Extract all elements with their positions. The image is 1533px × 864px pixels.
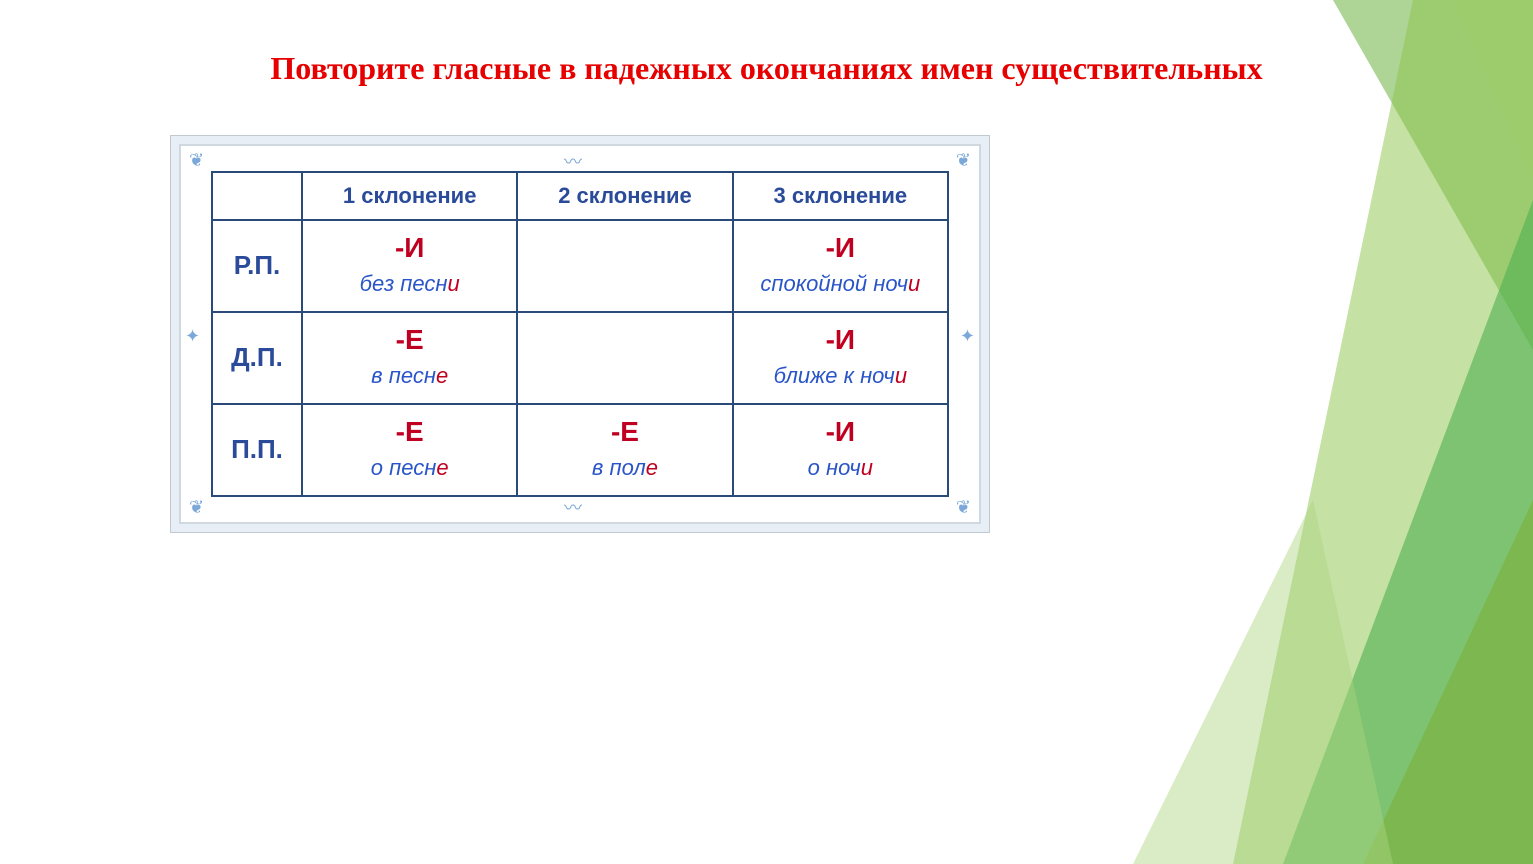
table-cell: -Е в песне bbox=[302, 312, 517, 404]
column-header: 1 склонение bbox=[302, 172, 517, 220]
row-header: П.П. bbox=[212, 404, 302, 496]
ornament-icon: 〰 bbox=[564, 148, 582, 174]
table-frame: ❦ ❦ ❦ ❦ ✦ ✦ 〰 〰 1 склонение 2 склонение … bbox=[170, 135, 990, 533]
ending-text: -Е bbox=[522, 415, 727, 449]
column-header: 2 склонение bbox=[517, 172, 732, 220]
ornament-icon: ❦ bbox=[956, 497, 971, 518]
ending-text: -И bbox=[738, 323, 943, 357]
table-cell bbox=[517, 220, 732, 312]
ending-text: -И bbox=[307, 231, 512, 265]
ornament-icon: ❦ bbox=[189, 497, 204, 518]
column-header: 3 склонение bbox=[733, 172, 948, 220]
row-header: Р.П. bbox=[212, 220, 302, 312]
ending-text: -И bbox=[738, 231, 943, 265]
ending-text: -Е bbox=[307, 323, 512, 357]
ornament-icon: 〰 bbox=[564, 494, 582, 520]
table-cell: -И без песни bbox=[302, 220, 517, 312]
example-text: спокойной ночи bbox=[738, 271, 943, 297]
example-text: о ночи bbox=[738, 455, 943, 481]
page-title: Повторите гласные в падежных окончаниях … bbox=[0, 50, 1533, 87]
table-row: Д.П.-Е в песне -И ближе к ночи bbox=[212, 312, 948, 404]
table-cell: -Е о песне bbox=[302, 404, 517, 496]
table-cell bbox=[517, 312, 732, 404]
table-cell: -И ближе к ночи bbox=[733, 312, 948, 404]
table-body: Р.П.-Ибез песни-Испокойной ночиД.П.-Ев п… bbox=[212, 220, 948, 496]
table-row: Р.П.-Ибез песни-Испокойной ночи bbox=[212, 220, 948, 312]
example-text: ближе к ночи bbox=[738, 363, 943, 389]
ornament-icon: ❦ bbox=[956, 150, 971, 171]
example-text: в поле bbox=[522, 455, 727, 481]
row-header: Д.П. bbox=[212, 312, 302, 404]
table-frame-inner: ❦ ❦ ❦ ❦ ✦ ✦ 〰 〰 1 склонение 2 склонение … bbox=[179, 144, 981, 524]
ending-text: -Е bbox=[307, 415, 512, 449]
example-text: в песне bbox=[307, 363, 512, 389]
declension-table: 1 склонение 2 склонение 3 склонение Р.П.… bbox=[211, 171, 949, 497]
table-row: П.П.-Ео песне-Ев поле-Ио ночи bbox=[212, 404, 948, 496]
example-text: о песне bbox=[307, 455, 512, 481]
ending-text: -И bbox=[738, 415, 943, 449]
table-corner-cell bbox=[212, 172, 302, 220]
table-cell: -И о ночи bbox=[733, 404, 948, 496]
example-text: без песни bbox=[307, 271, 512, 297]
ornament-icon: ✦ bbox=[185, 326, 200, 347]
table-cell: -И спокойной ночи bbox=[733, 220, 948, 312]
ornament-icon: ✦ bbox=[960, 326, 975, 347]
table-cell: -Е в поле bbox=[517, 404, 732, 496]
ornament-icon: ❦ bbox=[189, 150, 204, 171]
table-header-row: 1 склонение 2 склонение 3 склонение bbox=[212, 172, 948, 220]
